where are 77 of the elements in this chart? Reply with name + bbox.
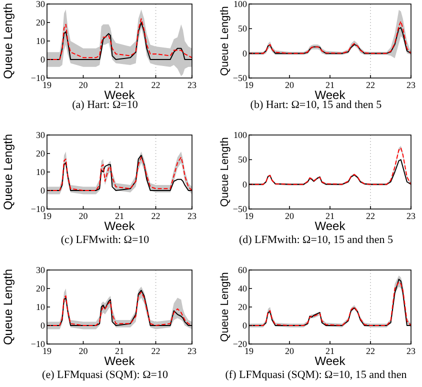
x-tick-label: 23	[188, 211, 197, 221]
x-tick-label: 23	[188, 346, 197, 356]
y-axis-title: Queue Length	[1, 2, 15, 80]
x-tick-label: 22	[151, 211, 160, 221]
x-tick-label: 19	[42, 80, 52, 90]
x-tick-label: 20	[78, 346, 88, 356]
y-tick-label: 20	[36, 284, 46, 294]
y-tick-label: 10	[36, 302, 46, 312]
x-tick-label: 20	[78, 211, 88, 221]
x-tick-label: 22	[151, 80, 160, 90]
x-tick-label: 19	[244, 80, 254, 90]
x-tick-label: 19	[244, 211, 254, 221]
x-tick-label: 21	[115, 211, 124, 221]
x-tick-label: 19	[244, 346, 254, 356]
text: (e) LFMquasi (SQM): Ω=10	[42, 369, 168, 381]
y-tick-label: −50	[232, 73, 248, 83]
x-tick-label: 22	[366, 211, 375, 221]
y-tick-label: 0	[242, 179, 248, 190]
x-tick-label: 21	[115, 80, 124, 90]
text: (d) LFMwith: Ω=10, 15 and then 5	[238, 234, 394, 246]
y-tick-label: 0	[40, 54, 46, 64]
line-series	[248, 20, 412, 54]
x-tick-label: 23	[406, 346, 416, 356]
y-tick-label: −10	[30, 204, 46, 214]
y-tick-label: 60	[238, 265, 248, 275]
y-tick-label: −50	[232, 204, 248, 214]
y-tick-label: 20	[36, 148, 46, 158]
x-axis-title: Week	[104, 88, 136, 102]
y-tick-label: 30	[36, 130, 46, 140]
x-tick-label: 23	[406, 80, 416, 90]
y-tick-label: 10	[36, 167, 46, 177]
x-tick-label: 23	[406, 211, 416, 221]
x-axis-title: Week	[314, 354, 346, 368]
y-tick-label: 30	[36, 0, 46, 9]
x-tick-label: 21	[326, 80, 334, 90]
x-tick-label: 19	[42, 211, 52, 221]
x-tick-label: 20	[285, 346, 294, 356]
y-tick-label: −10	[30, 73, 46, 83]
y-tick-label: 0	[40, 186, 46, 196]
y-tick-label: 40	[238, 284, 248, 294]
y-tick-label: 30	[36, 265, 46, 275]
text: (f) LFMquasi (SQM): Ω=10, 15 and then	[225, 369, 408, 381]
x-tick-label: 21	[115, 346, 124, 356]
y-axis-title: Queue Length	[1, 268, 15, 346]
y-tick-label: −10	[30, 339, 46, 349]
x-tick-label: 21	[326, 211, 334, 221]
y-tick-label: 50	[238, 24, 248, 34]
x-tick-label: 22	[366, 80, 375, 90]
text: (c) LFMwith: Ω=10	[60, 234, 150, 246]
x-axis-title: Week	[314, 88, 346, 102]
y-tick-label: 0	[242, 48, 248, 58]
y-tick-label: 20	[238, 302, 248, 312]
y-tick-label: 20	[36, 18, 46, 28]
x-axis-title: Week	[104, 354, 136, 368]
x-tick-label: 20	[78, 80, 88, 90]
x-axis-title: Week	[104, 219, 136, 233]
y-axis-title: Queue Length	[219, 272, 231, 342]
x-tick-label: 20	[285, 80, 294, 90]
x-tick-label: 20	[285, 211, 294, 221]
y-axis-title: Queue Length	[219, 6, 231, 76]
y-tick-label: −20	[232, 339, 248, 349]
x-tick-label: 19	[42, 346, 52, 356]
y-tick-label: 0	[40, 320, 46, 330]
x-tick-label: 22	[151, 346, 160, 356]
y-tick-label: 100	[234, 130, 248, 140]
text: (b) Hart: Ω=10, 15 and then 5	[250, 99, 382, 111]
y-axis-title: Queue Length	[1, 134, 15, 210]
x-tick-label: 22	[366, 346, 375, 356]
y-tick-label: 0	[242, 320, 248, 330]
x-axis-title: Week	[314, 219, 346, 233]
x-tick-label: 21	[326, 346, 334, 356]
x-tick-label: 23	[188, 80, 197, 90]
y-tick-label: 10	[36, 36, 46, 46]
y-tick-label: 50	[238, 154, 248, 165]
y-tick-label: 100	[234, 0, 248, 9]
y-axis-title: Queue Length	[219, 137, 231, 207]
text: (a) Hart: Ω=10	[72, 99, 138, 111]
